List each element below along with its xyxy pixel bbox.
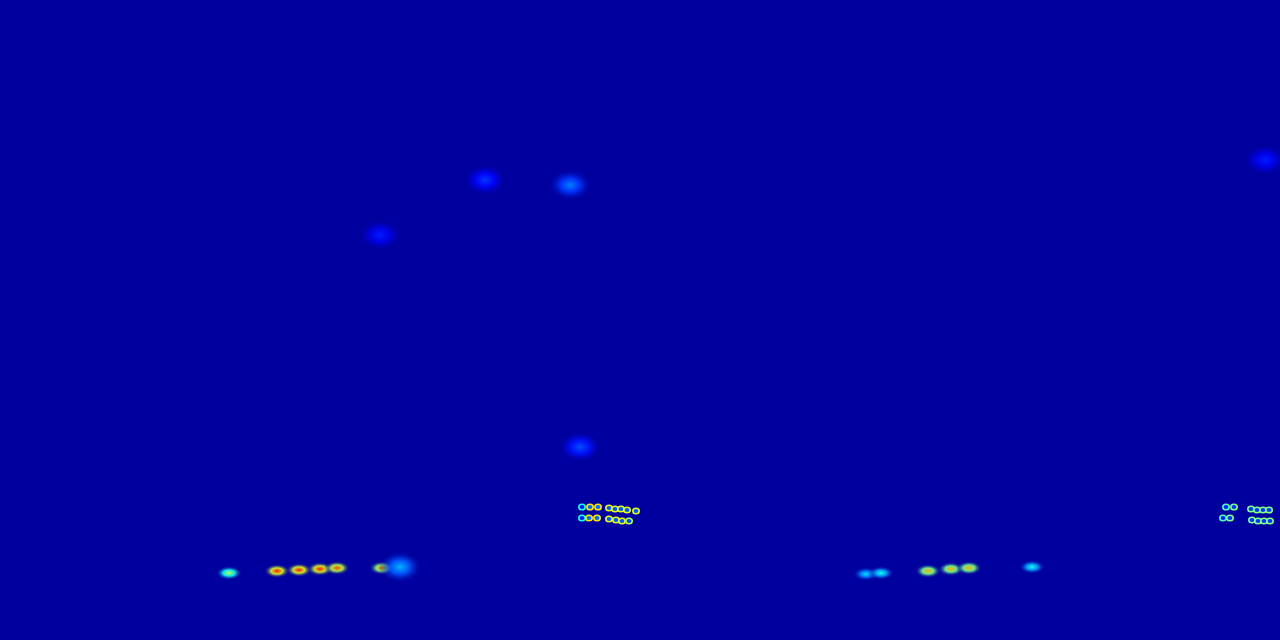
heatmap-panel bbox=[640, 0, 1280, 640]
heat-blob bbox=[558, 431, 602, 463]
heat-blob bbox=[915, 564, 941, 578]
heat-ring bbox=[624, 507, 630, 513]
heat-ring bbox=[579, 515, 585, 521]
heat-ring bbox=[1231, 504, 1237, 510]
panel-background bbox=[640, 0, 1280, 640]
heat-ring bbox=[626, 518, 632, 524]
heat-blob bbox=[548, 169, 592, 201]
heat-blob bbox=[1243, 144, 1280, 176]
heat-blob bbox=[1019, 560, 1045, 574]
heat-ring bbox=[595, 504, 601, 510]
heat-blob bbox=[216, 566, 242, 580]
heat-ring bbox=[606, 516, 612, 522]
heat-blob bbox=[868, 566, 894, 580]
heat-blob bbox=[324, 561, 350, 575]
heat-ring bbox=[586, 515, 592, 521]
heat-blob bbox=[956, 561, 982, 575]
heat-ring bbox=[579, 504, 585, 510]
heat-blob bbox=[378, 551, 422, 583]
heat-blob bbox=[264, 564, 290, 578]
heat-ring bbox=[594, 515, 600, 521]
heat-ring bbox=[1227, 515, 1233, 521]
heat-ring bbox=[633, 508, 639, 514]
heat-ring bbox=[1266, 507, 1272, 513]
heatmap-figure bbox=[0, 0, 1280, 640]
heat-blob bbox=[463, 164, 507, 196]
heat-ring bbox=[1223, 504, 1229, 510]
panel-background bbox=[0, 0, 640, 640]
heat-ring bbox=[1220, 515, 1226, 521]
heat-ring bbox=[587, 504, 593, 510]
heat-ring bbox=[1267, 518, 1273, 524]
heat-blob bbox=[358, 219, 402, 251]
heat-ring bbox=[619, 518, 625, 524]
heatmap-panel bbox=[0, 0, 640, 640]
